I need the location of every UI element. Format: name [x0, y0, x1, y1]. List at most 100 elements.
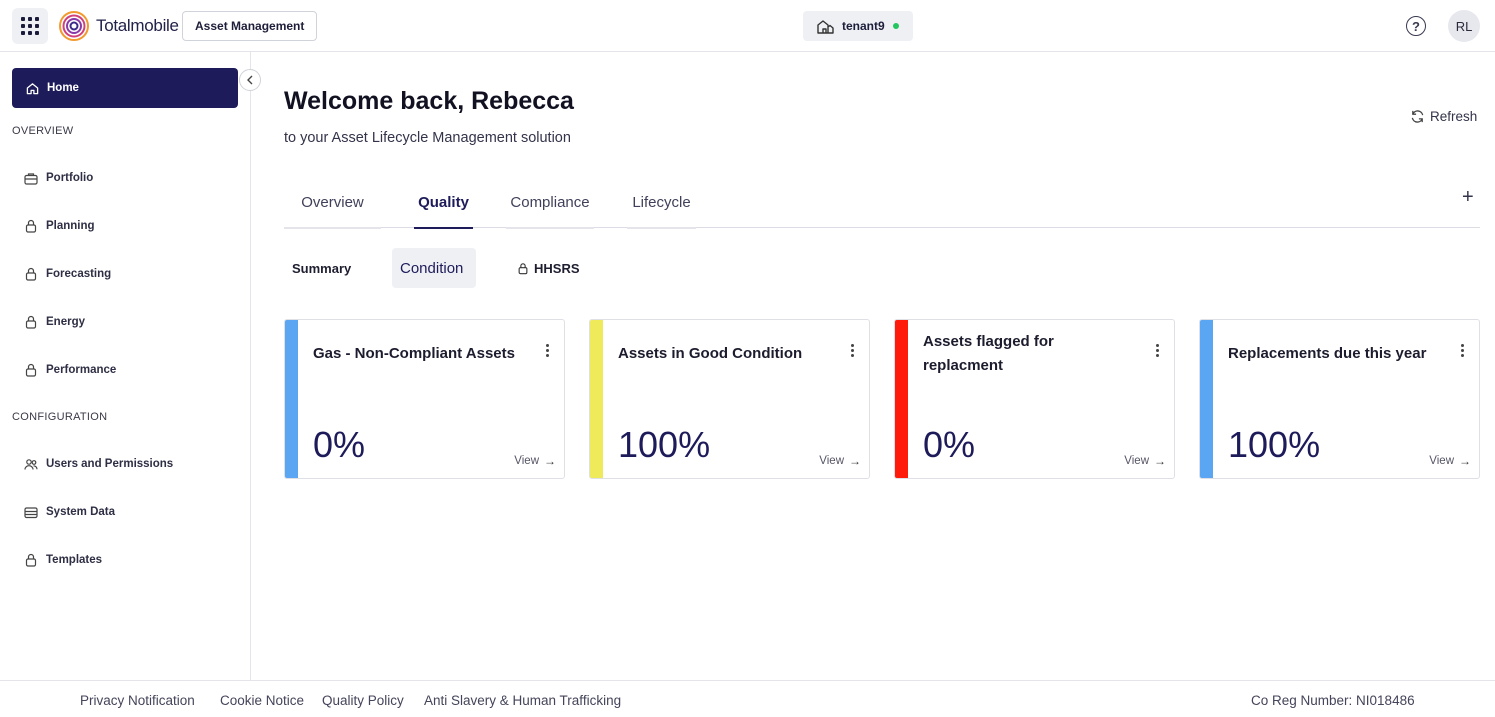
footer-link-anti-slavery[interactable]: Anti Slavery & Human Trafficking — [424, 693, 622, 708]
card-title: Replacements due this year — [1228, 345, 1427, 362]
more-vertical-icon[interactable] — [1461, 344, 1465, 357]
kpi-card[interactable]: Gas - Non-Compliant Assets 0% View → — [284, 319, 565, 479]
tenant-selector[interactable]: tenant9 — [803, 11, 913, 41]
collapse-sidebar-button[interactable] — [239, 69, 261, 91]
sidebar-item-label: Templates — [46, 554, 103, 566]
arrow-right-icon: → — [1459, 454, 1471, 468]
add-tab-icon[interactable]: + — [1462, 186, 1474, 208]
card-value: 100% — [1228, 424, 1321, 465]
brand-logo[interactable]: Totalmobile — [58, 10, 179, 42]
view-link[interactable]: View → — [819, 454, 861, 468]
tab-label: Lifecycle — [632, 194, 691, 211]
tab-lifecycle[interactable]: Lifecycle — [627, 177, 696, 229]
sidebar-item-home[interactable]: Home — [12, 68, 238, 108]
lock-icon — [25, 315, 37, 329]
view-label: View — [1124, 455, 1149, 467]
subtab-label: Condition — [400, 259, 464, 277]
view-label: View — [1429, 455, 1454, 467]
tab-underline — [506, 227, 594, 229]
sidebar-item-label: Home — [47, 82, 79, 94]
sidebar-item-system-data[interactable]: System Data — [24, 502, 115, 522]
view-label: View — [514, 455, 539, 467]
home-icon — [26, 82, 39, 94]
footer-link-cookie[interactable]: Cookie Notice — [220, 693, 305, 708]
page-title: Welcome back, Rebecca — [284, 87, 574, 115]
chevron-left-icon — [247, 75, 253, 85]
subtab-hhsrs[interactable]: HHSRS — [517, 248, 580, 288]
tab-underline — [414, 227, 473, 229]
footer: Privacy Notification Cookie Notice Quali… — [0, 680, 1495, 717]
view-link[interactable]: View → — [514, 454, 556, 468]
tab-underline — [627, 227, 696, 229]
subtab-label: Summary — [292, 260, 352, 276]
section-heading-overview: OVERVIEW — [12, 125, 74, 137]
refresh-icon — [1411, 110, 1424, 123]
tab-bar: Overview Quality Compliance Lifecycle — [284, 177, 1480, 229]
sidebar-item-users-and-permissions[interactable]: Users and Permissions — [24, 454, 173, 474]
lock-icon — [25, 363, 37, 377]
sidebar-item-label: Forecasting — [46, 268, 112, 280]
users-icon — [24, 458, 38, 470]
more-vertical-icon[interactable] — [851, 344, 855, 357]
footer-link-quality-policy[interactable]: Quality Policy — [322, 693, 404, 708]
card-accent-bar — [590, 320, 603, 478]
sidebar-item-forecasting[interactable]: Forecasting — [24, 264, 111, 284]
tenant-name: tenant9 — [842, 19, 885, 33]
lock-icon — [25, 219, 37, 233]
lock-icon — [518, 262, 528, 274]
sidebar-item-planning[interactable]: Planning — [24, 216, 95, 236]
card-title: Gas - Non-Compliant Assets — [313, 345, 515, 362]
card-title: Assets in Good Condition — [618, 345, 803, 362]
card-accent-bar — [895, 320, 908, 478]
subtab-summary[interactable]: Summary — [292, 248, 351, 288]
arrow-right-icon: → — [849, 454, 861, 468]
sidebar-item-energy[interactable]: Energy — [24, 312, 85, 332]
kpi-card[interactable]: Assets flagged for replacment 0% View → — [894, 319, 1175, 479]
lock-icon — [25, 553, 37, 567]
kpi-card[interactable]: Replacements due this year 100% View → — [1199, 319, 1480, 479]
sidebar-item-templates[interactable]: Templates — [24, 550, 102, 570]
sidebar-item-label: Performance — [46, 364, 117, 376]
lock-icon — [25, 267, 37, 281]
module-selector-button[interactable]: Asset Management — [182, 11, 318, 41]
tab-label: Quality — [418, 194, 469, 211]
section-heading-configuration: CONFIGURATION — [12, 411, 108, 423]
sidebar-item-label: Energy — [46, 316, 85, 328]
refresh-button[interactable]: Refresh — [1410, 109, 1477, 124]
sidebar-item-label: Users and Permissions — [46, 458, 174, 470]
subtab-label: HHSRS — [534, 260, 580, 276]
sidebar-item-label: Planning — [46, 220, 95, 232]
sidebar-item-portfolio[interactable]: Portfolio — [24, 168, 93, 188]
card-value: 100% — [618, 424, 711, 465]
app-launcher-button[interactable] — [12, 8, 48, 44]
kpi-card[interactable]: Assets in Good Condition 100% View → — [589, 319, 870, 479]
tab-label: Compliance — [510, 194, 590, 211]
tab-compliance[interactable]: Compliance — [506, 177, 594, 229]
refresh-label: Refresh — [1430, 109, 1478, 124]
company-registration: Co Reg Number: NI018486 — [1251, 693, 1415, 708]
view-link[interactable]: View → — [1429, 454, 1471, 468]
card-accent-bar — [285, 320, 298, 478]
sidebar-item-performance[interactable]: Performance — [24, 360, 116, 380]
brand-name: Totalmobile — [96, 16, 179, 35]
more-vertical-icon[interactable] — [1156, 344, 1160, 357]
briefcase-icon — [24, 172, 38, 185]
building-icon — [817, 20, 834, 34]
card-accent-bar — [1200, 320, 1213, 478]
tab-underline — [284, 227, 381, 229]
tab-overview[interactable]: Overview — [284, 177, 381, 229]
spiral-logo-icon — [59, 11, 89, 41]
sidebar-item-label: Portfolio — [46, 172, 94, 184]
help-icon[interactable]: ? — [1406, 16, 1426, 36]
arrow-right-icon: → — [544, 454, 556, 468]
view-link[interactable]: View → — [1124, 454, 1166, 468]
page-subtitle: to your Asset Lifecycle Management solut… — [284, 130, 571, 146]
subtab-condition[interactable]: Condition — [392, 248, 476, 288]
card-title: Assets flagged for replacment — [923, 333, 1054, 374]
top-bar: Totalmobile Asset Management tenant9 ? R… — [0, 0, 1495, 52]
footer-link-privacy[interactable]: Privacy Notification — [80, 693, 195, 708]
more-vertical-icon[interactable] — [546, 344, 550, 357]
card-value: 0% — [313, 424, 366, 465]
tab-quality[interactable]: Quality — [414, 177, 473, 229]
user-avatar[interactable]: RL — [1448, 10, 1480, 42]
